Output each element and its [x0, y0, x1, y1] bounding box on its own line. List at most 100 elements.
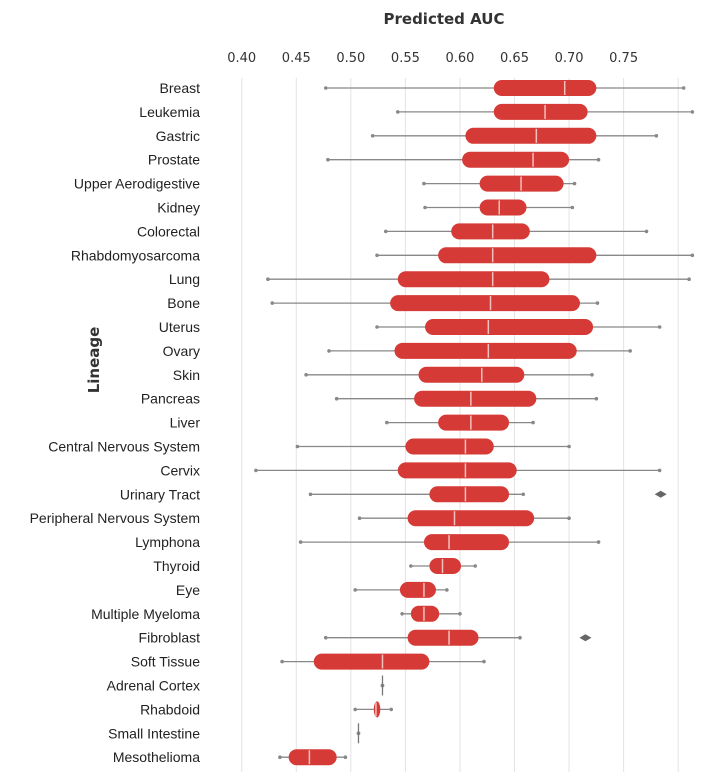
- box-group: [356, 723, 361, 744]
- whisker-cap: [270, 301, 275, 305]
- whisker-cap: [570, 205, 575, 210]
- whisker-cap: [334, 396, 339, 401]
- whisker-cap: [596, 540, 601, 544]
- category-label: Thyroid: [153, 558, 200, 574]
- box: [423, 534, 510, 551]
- box-group: [370, 127, 659, 144]
- whisker-cap: [521, 492, 526, 497]
- box: [418, 366, 525, 383]
- box: [479, 199, 527, 216]
- whisker-cap: [323, 86, 328, 90]
- whisker-cap: [458, 612, 462, 616]
- whisker-cap: [423, 205, 427, 210]
- category-label: Soft Tissue: [131, 654, 200, 670]
- whisker-cap: [422, 181, 426, 186]
- box: [429, 486, 510, 503]
- box-group: [308, 486, 667, 503]
- category-label: Rhabdoid: [140, 701, 200, 717]
- whisker-cap: [690, 253, 695, 258]
- box: [465, 127, 597, 144]
- category-label: Ovary: [163, 343, 200, 359]
- whisker-cap: [375, 253, 379, 258]
- category-label: Mesothelioma: [113, 749, 200, 765]
- box-group: [323, 80, 686, 96]
- box-group: [395, 103, 695, 120]
- whisker-cap: [254, 468, 258, 473]
- whisker-cap: [357, 516, 362, 520]
- box: [451, 223, 530, 240]
- whisker-cap: [409, 564, 413, 568]
- category-label: Gastric: [156, 128, 200, 144]
- whisker-cap: [353, 588, 358, 592]
- box-group: [375, 247, 695, 264]
- whisker-cap: [590, 373, 594, 377]
- box: [414, 390, 537, 407]
- chart-title: Predicted AUC: [384, 10, 505, 28]
- box-group: [254, 462, 662, 479]
- box-group: [400, 605, 462, 622]
- x-tick-label: 0.55: [391, 51, 420, 66]
- category-label: Uterus: [159, 319, 200, 335]
- category-label: Upper Aerodigestive: [74, 176, 200, 192]
- whisker-cap: [343, 755, 348, 759]
- box: [288, 749, 337, 766]
- box-group: [423, 199, 575, 216]
- category-label: Small Intestine: [108, 725, 200, 741]
- box: [407, 629, 479, 646]
- whisker-cap: [395, 110, 400, 114]
- whisker-cap: [531, 420, 535, 425]
- category-label: Cervix: [160, 462, 200, 478]
- category-label: Adrenal Cortex: [107, 678, 200, 694]
- x-tick-label: 0.75: [609, 51, 638, 66]
- whisker-cap: [654, 134, 659, 138]
- category-label: Rhabdomyosarcoma: [71, 247, 200, 263]
- x-tick-label: 0.65: [500, 51, 529, 66]
- box: [429, 558, 462, 574]
- whisker-cap: [567, 444, 571, 449]
- x-tick-label: 0.40: [227, 51, 256, 66]
- box-group: [357, 510, 571, 527]
- whisker-cap: [383, 229, 388, 234]
- box-group: [385, 414, 535, 431]
- box: [405, 438, 494, 455]
- box: [394, 342, 577, 359]
- box: [373, 701, 381, 718]
- box-group: [326, 151, 601, 168]
- box-group: [334, 390, 599, 407]
- x-tick-label: 0.45: [282, 51, 311, 66]
- box: [438, 414, 510, 431]
- category-labels: Breast Leukemia Gastric Prostate Upper Aerod…: [30, 80, 201, 765]
- whisker-cap: [266, 277, 270, 282]
- box: [390, 295, 580, 312]
- category-label: Pancreas: [141, 391, 200, 407]
- whisker-cap: [370, 134, 375, 138]
- whisker-cap: [278, 755, 282, 759]
- whisker-cap: [596, 157, 601, 162]
- box: [397, 271, 550, 288]
- box-group: [353, 581, 449, 598]
- box: [462, 151, 570, 168]
- x-tick-label: 0.70: [555, 51, 584, 66]
- whisker-cap: [628, 349, 632, 353]
- whisker-cap: [473, 564, 478, 568]
- category-label: Leukemia: [139, 104, 200, 120]
- box-group: [304, 366, 594, 383]
- category-label: Bone: [167, 295, 200, 311]
- x-tick-label: 0.60: [445, 51, 474, 66]
- outlier: [654, 490, 667, 498]
- category-label: Eye: [176, 582, 200, 598]
- category-label: Prostate: [148, 152, 200, 168]
- category-label: Colorectal: [137, 223, 200, 239]
- category-label: Fibroblast: [139, 630, 201, 646]
- whisker-cap: [375, 325, 379, 329]
- box: [410, 605, 440, 622]
- whisker-cap: [657, 468, 662, 473]
- box-group: [375, 319, 662, 335]
- boxes-layer: [254, 80, 695, 766]
- category-label: Multiple Myeloma: [91, 606, 200, 622]
- box-group: [278, 749, 348, 766]
- whisker-cap: [295, 444, 300, 449]
- whisker-cap: [323, 635, 328, 640]
